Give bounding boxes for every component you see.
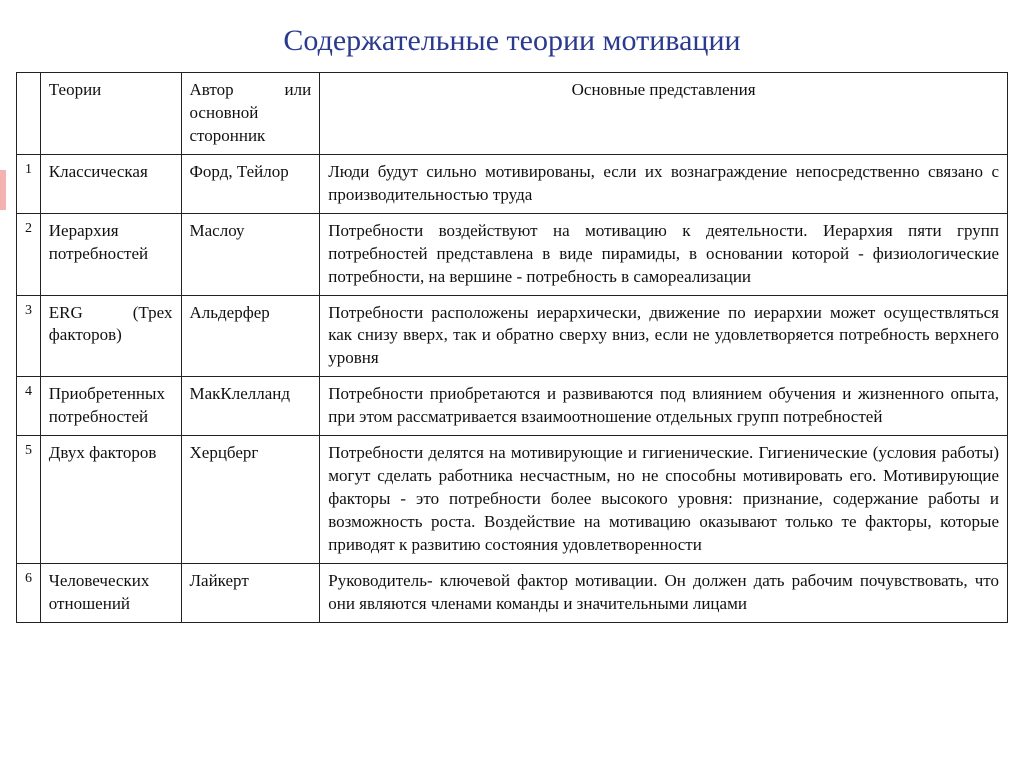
row-desc: Руководитель- ключевой фактор мотивации.… [320, 563, 1008, 622]
table-header-row: Теории Автор или основной сторонник Осно… [17, 73, 1008, 155]
slide-page: Содержательные теории мотивации Теории А… [0, 0, 1024, 643]
row-theory: Двух факторов [40, 436, 181, 564]
col-header-theory: Теории [40, 73, 181, 155]
row-num: 4 [17, 377, 41, 436]
col-header-desc: Основные представления [320, 73, 1008, 155]
row-desc: Потребности приобретаются и развиваются … [320, 377, 1008, 436]
row-theory: Человеческих отношений [40, 563, 181, 622]
table-row: 6 Человеческих отношений Лайкерт Руковод… [17, 563, 1008, 622]
row-num: 5 [17, 436, 41, 564]
row-author: Форд, Тейлор [181, 154, 320, 213]
table-row: 5 Двух факторов Херцберг Потребности дел… [17, 436, 1008, 564]
row-theory: ERG (Трех факторов) [40, 295, 181, 377]
page-artifact-left [0, 170, 6, 210]
col-header-author: Автор или основной сторонник [181, 73, 320, 155]
row-num: 1 [17, 154, 41, 213]
row-author: Маслоу [181, 213, 320, 295]
col-header-num [17, 73, 41, 155]
row-author: Альдерфер [181, 295, 320, 377]
row-author: Лайкерт [181, 563, 320, 622]
row-num: 3 [17, 295, 41, 377]
row-desc: Потребности воздействуют на мотивацию к … [320, 213, 1008, 295]
row-num: 6 [17, 563, 41, 622]
row-desc: Потребности делятся на мотивирующие и ги… [320, 436, 1008, 564]
table-row: 1 Классическая Форд, Тейлор Люди будут с… [17, 154, 1008, 213]
row-num: 2 [17, 213, 41, 295]
table-row: 3 ERG (Трех факторов) Альдерфер Потребно… [17, 295, 1008, 377]
row-author: МакКлелланд [181, 377, 320, 436]
row-theory: Иерархия потребностей [40, 213, 181, 295]
row-theory: Приобретенных потреб­ностей [40, 377, 181, 436]
row-desc: Потребности расположены иерархически, дв… [320, 295, 1008, 377]
row-theory: Классическая [40, 154, 181, 213]
table-row: 2 Иерархия потребностей Маслоу Потребнос… [17, 213, 1008, 295]
page-title: Содержательные теории мотивации [16, 24, 1008, 58]
row-desc: Люди будут сильно мотивированы, если их … [320, 154, 1008, 213]
table-row: 4 Приобретенных потреб­ностей МакКлеллан… [17, 377, 1008, 436]
row-author: Херцберг [181, 436, 320, 564]
theories-table: Теории Автор или основной сторонник Осно… [16, 72, 1008, 623]
